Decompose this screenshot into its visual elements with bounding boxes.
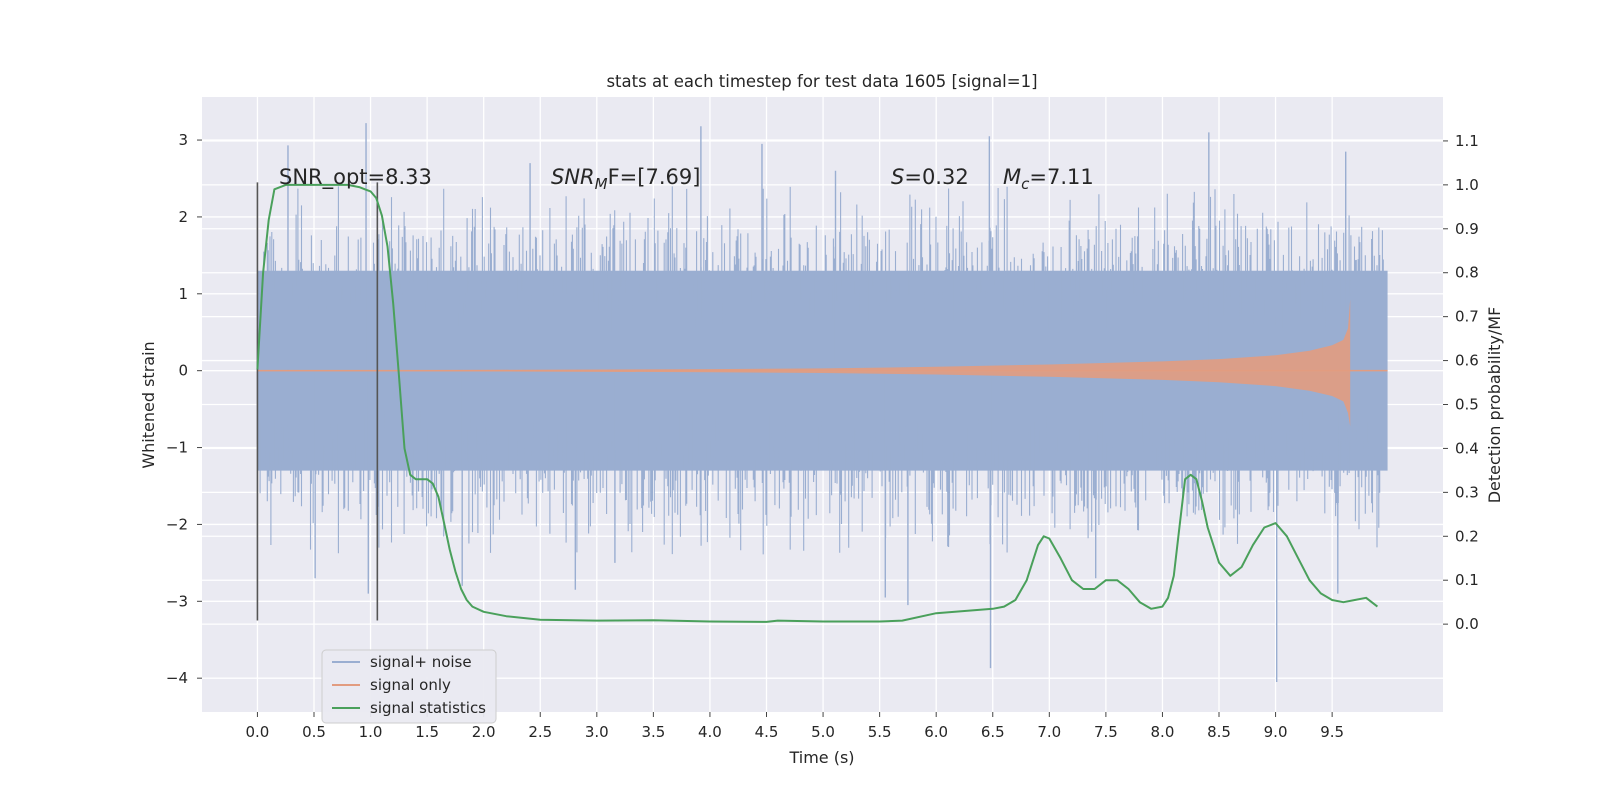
annotation-s-rest: =0.32 — [904, 165, 968, 189]
x-tick-label: 8.0 — [1151, 723, 1175, 741]
legend: signal+ noise signal only signal statist… — [321, 649, 497, 724]
y-tick-label: 1 — [178, 285, 188, 303]
x-tick-label: 0.5 — [302, 723, 326, 741]
x-tick-label: 8.5 — [1207, 723, 1231, 741]
legend-label-signal: signal only — [370, 676, 451, 694]
y2-tick-label: 0.6 — [1455, 352, 1479, 370]
y2-tick-label: 0.8 — [1455, 264, 1479, 282]
x-tick-label: 6.0 — [924, 723, 948, 741]
vertical-markers — [256, 182, 379, 621]
legend-label-noise: signal+ noise — [370, 653, 472, 671]
signal-envelope — [257, 299, 1351, 427]
annotation-s: S=0.32 — [891, 165, 969, 189]
chart-title: stats at each timestep for test data 160… — [606, 72, 1037, 91]
annotation-mc-main: M — [1003, 165, 1021, 189]
x-axis-label: Time (s) — [788, 748, 854, 767]
x-tick-label: 4.0 — [698, 723, 722, 741]
x-tick-label: 2.0 — [472, 723, 496, 741]
y-tick-label: −3 — [166, 592, 188, 610]
y-tick-label: 3 — [178, 131, 188, 149]
annotation-mc-sub: c — [1021, 175, 1030, 193]
legend-label-statistics: signal statistics — [370, 699, 486, 717]
x-tick-label: 1.5 — [415, 723, 439, 741]
y2-tick-label: 0.1 — [1455, 571, 1479, 589]
x-tick-label: 0.0 — [246, 723, 270, 741]
x-tick-label: 3.0 — [585, 723, 609, 741]
y2-tick-label: 0.0 — [1455, 615, 1479, 633]
x-tick-label: 3.5 — [641, 723, 665, 741]
x-tick-label: 5.0 — [811, 723, 835, 741]
annotation-snr-opt: SNR_opt=8.33 — [279, 165, 432, 190]
y2-tick-label: 0.9 — [1455, 220, 1479, 238]
y2-tick-label: 0.5 — [1455, 396, 1479, 414]
annotation-mc: Mc=7.11 — [1003, 165, 1094, 193]
annotation-mc-rest: =7.11 — [1029, 165, 1093, 189]
x-tick-label: 1.0 — [359, 723, 383, 741]
y2-tick-label: 1.1 — [1455, 132, 1479, 150]
y2-tick-label: 0.7 — [1455, 308, 1479, 326]
y2-axis-label: Detection probability/MF — [1485, 307, 1504, 504]
annotation-snr-mf: SNRMF=[7.69] — [551, 165, 700, 193]
y-tick-label: 0 — [178, 362, 188, 380]
y-tick-label: −4 — [166, 669, 188, 687]
x-tick-label: 9.0 — [1264, 723, 1288, 741]
statistics-line — [256, 183, 1379, 623]
x-tick-label: 9.5 — [1320, 723, 1344, 741]
x-tick-label: 7.0 — [1037, 723, 1061, 741]
y2-tick-label: 0.2 — [1455, 527, 1479, 545]
y2-tick-label: 0.3 — [1455, 483, 1479, 501]
annotation-s-main: S — [891, 165, 904, 189]
legend-box — [321, 649, 497, 724]
annotation-snr-mf-sub: M — [595, 175, 608, 193]
x-tick-label: 7.5 — [1094, 723, 1118, 741]
y2-tick-label: 0.4 — [1455, 439, 1479, 457]
series-signal-only — [257, 299, 1388, 427]
x-tick-label: 5.5 — [868, 723, 892, 741]
series-signal-statistics — [256, 183, 1379, 623]
annotation-snr-mf-rest: F=[7.69] — [608, 165, 701, 189]
annotation-snr-mf-main: SNR — [551, 165, 595, 189]
y-axis-label: Whitened strain — [139, 341, 158, 468]
x-tick-label: 2.5 — [528, 723, 552, 741]
x-tick-label: 6.5 — [981, 723, 1005, 741]
y2-tick-label: 1.0 — [1455, 176, 1479, 194]
tick-labels: 0.0 0.5 1.0 1.5 2.0 2.5 3.0 3.5 4.0 4.5 5.0 5.5 6.0 6… — [166, 131, 1479, 741]
y-tick-label: 2 — [178, 208, 188, 226]
x-tick-label: 4.5 — [755, 723, 779, 741]
y-tick-label: −1 — [166, 439, 188, 457]
y-tick-label: −2 — [166, 515, 188, 533]
